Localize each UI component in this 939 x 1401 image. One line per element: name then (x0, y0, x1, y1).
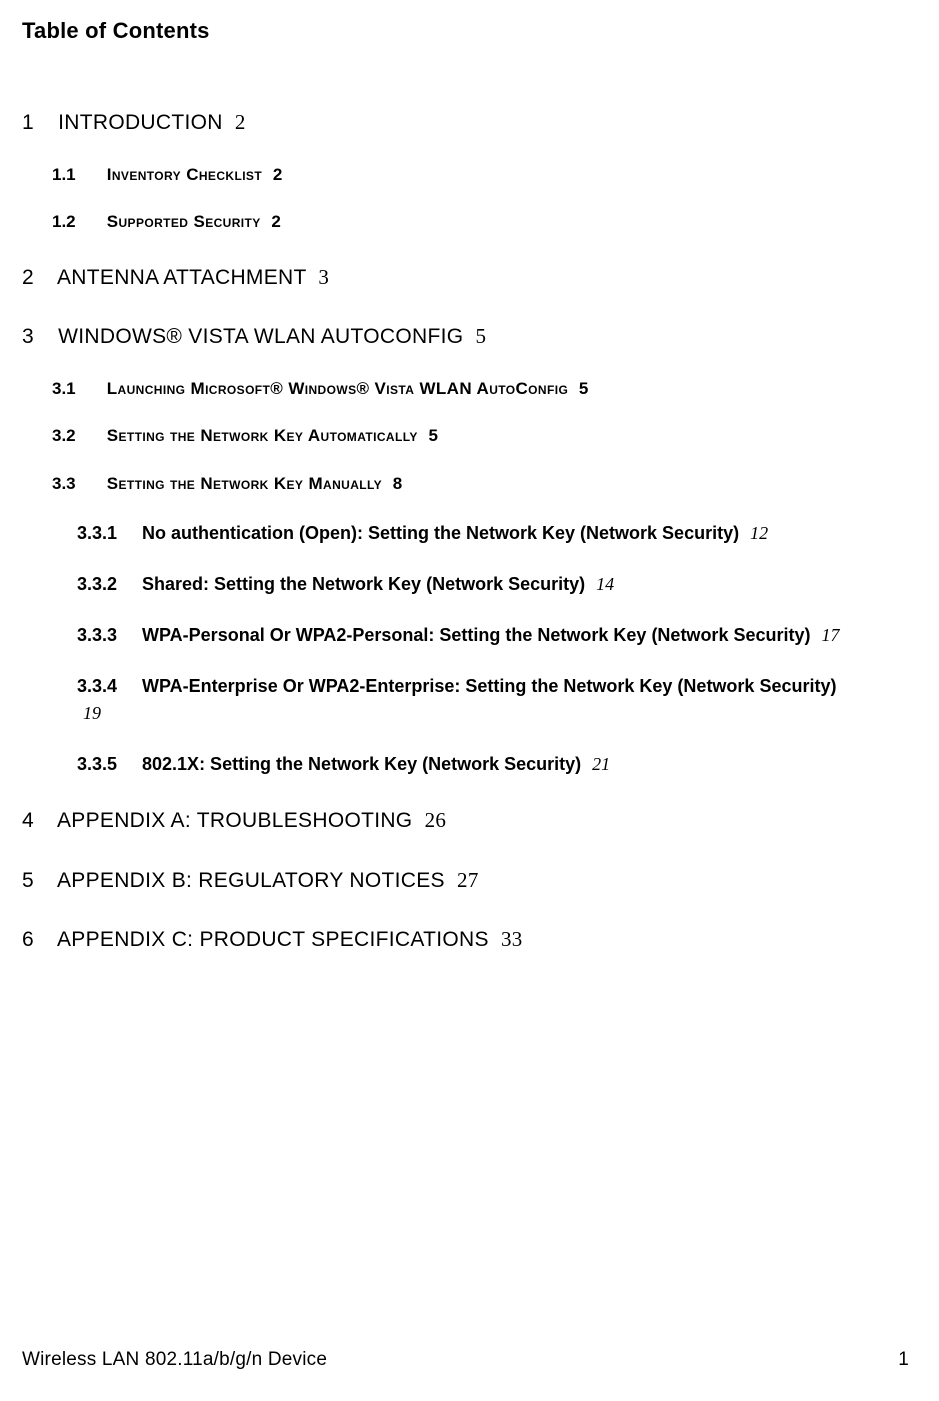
page-footer: Wireless LAN 802.11a/b/g/n Device 1 (22, 1349, 909, 1371)
table-of-contents: 1 INTRODUCTION 21.1 Inventory Checklist … (22, 106, 917, 957)
toc-entry-label: WINDOWS® VISTA WLAN AUTOCONFIG (58, 325, 463, 348)
toc-entry: 3.2 Setting the Network Key Automaticall… (52, 423, 917, 449)
toc-entry: 1 INTRODUCTION 2 (22, 106, 917, 140)
toc-entry: 4 APPENDIX A: TROUBLESHOOTING 26 (22, 804, 917, 838)
toc-entry: 3.3.2 Shared: Setting the Network Key (N… (77, 571, 857, 598)
toc-entry-label: Inventory Checklist (107, 165, 262, 184)
footer-right: 1 (898, 1349, 909, 1371)
toc-entry-page: 8 (393, 474, 402, 493)
toc-entry-label: WPA-Enterprise Or WPA2-Enterprise: Setti… (142, 676, 836, 696)
toc-entry-label: No authentication (Open): Setting the Ne… (142, 523, 739, 543)
toc-entry: 1.2 Supported Security 2 (52, 209, 917, 235)
toc-entry-number: 1.1 (52, 162, 102, 188)
toc-entry-label: INTRODUCTION (58, 111, 223, 134)
toc-entry: 1.1 Inventory Checklist 2 (52, 162, 917, 188)
toc-entry: 2 ANTENNA ATTACHMENT 3 (22, 261, 917, 295)
toc-entry-number: 3.2 (52, 423, 102, 449)
toc-entry: 5 APPENDIX B: REGULATORY NOTICES 27 (22, 864, 917, 898)
toc-entry-label: Launching Microsoft® Windows® Vista WLAN… (107, 379, 568, 398)
toc-entry: 3.3.1 No authentication (Open): Setting … (77, 520, 857, 547)
toc-entry-page: 27 (457, 868, 479, 892)
toc-entry-number: 1 (22, 106, 52, 140)
toc-entry-label: Setting the Network Key Automatically (107, 426, 418, 445)
toc-entry-page: 5 (579, 379, 588, 398)
toc-entry: 3.3.4 WPA-Enterprise Or WPA2-Enterprise:… (77, 673, 857, 727)
toc-entry-page: 33 (501, 927, 523, 951)
toc-entry-label: ANTENNA ATTACHMENT (57, 266, 306, 289)
toc-entry-label: WPA-Personal Or WPA2-Personal: Setting t… (142, 625, 810, 645)
toc-entry-number: 3.3.3 (77, 622, 137, 649)
footer-left: Wireless LAN 802.11a/b/g/n Device (22, 1349, 327, 1371)
toc-entry: 3.3.3 WPA-Personal Or WPA2-Personal: Set… (77, 622, 857, 649)
toc-entry-page: 17 (822, 625, 840, 645)
toc-entry-label: Supported Security (107, 212, 261, 231)
toc-entry-page: 2 (235, 110, 246, 134)
toc-entry-number: 3.3.2 (77, 571, 137, 598)
toc-entry-number: 3 (22, 320, 52, 354)
toc-entry-number: 4 (22, 804, 52, 838)
toc-entry: 3 WINDOWS® VISTA WLAN AUTOCONFIG 5 (22, 320, 917, 354)
toc-entry: 3.3 Setting the Network Key Manually 8 (52, 471, 917, 497)
toc-entry: 3.3.5 802.1X: Setting the Network Key (N… (77, 751, 857, 778)
toc-entry-page: 2 (271, 212, 280, 231)
toc-entry-page: 5 (428, 426, 437, 445)
toc-entry-number: 3.3.4 (77, 673, 137, 700)
page-title: Table of Contents (22, 18, 917, 44)
toc-entry-number: 3.1 (52, 376, 102, 402)
toc-entry-number: 3.3.5 (77, 751, 137, 778)
toc-entry-page: 12 (750, 523, 768, 543)
toc-entry-number: 3.3 (52, 471, 102, 497)
toc-entry-number: 6 (22, 923, 52, 957)
toc-entry-label: 802.1X: Setting the Network Key (Network… (142, 754, 581, 774)
toc-entry-page: 21 (592, 754, 610, 774)
toc-entry-label: Setting the Network Key Manually (107, 474, 382, 493)
toc-entry-label: APPENDIX A: TROUBLESHOOTING (57, 809, 412, 832)
toc-entry-label: Shared: Setting the Network Key (Network… (142, 574, 585, 594)
toc-entry-number: 3.3.1 (77, 520, 137, 547)
toc-entry-page: 19 (83, 703, 101, 723)
toc-entry-label: APPENDIX B: REGULATORY NOTICES (57, 869, 445, 892)
toc-entry-page: 26 (425, 808, 447, 832)
toc-entry-page: 5 (476, 324, 487, 348)
toc-entry-number: 5 (22, 864, 52, 898)
toc-entry-page: 2 (273, 165, 282, 184)
toc-entry: 3.1 Launching Microsoft® Windows® Vista … (52, 376, 917, 402)
toc-entry-label: APPENDIX C: PRODUCT SPECIFICATIONS (57, 928, 489, 951)
toc-entry-page: 14 (596, 574, 614, 594)
toc-entry-page: 3 (318, 265, 329, 289)
toc-entry-number: 2 (22, 261, 52, 295)
toc-entry-number: 1.2 (52, 209, 102, 235)
toc-entry: 6 APPENDIX C: PRODUCT SPECIFICATIONS 33 (22, 923, 917, 957)
